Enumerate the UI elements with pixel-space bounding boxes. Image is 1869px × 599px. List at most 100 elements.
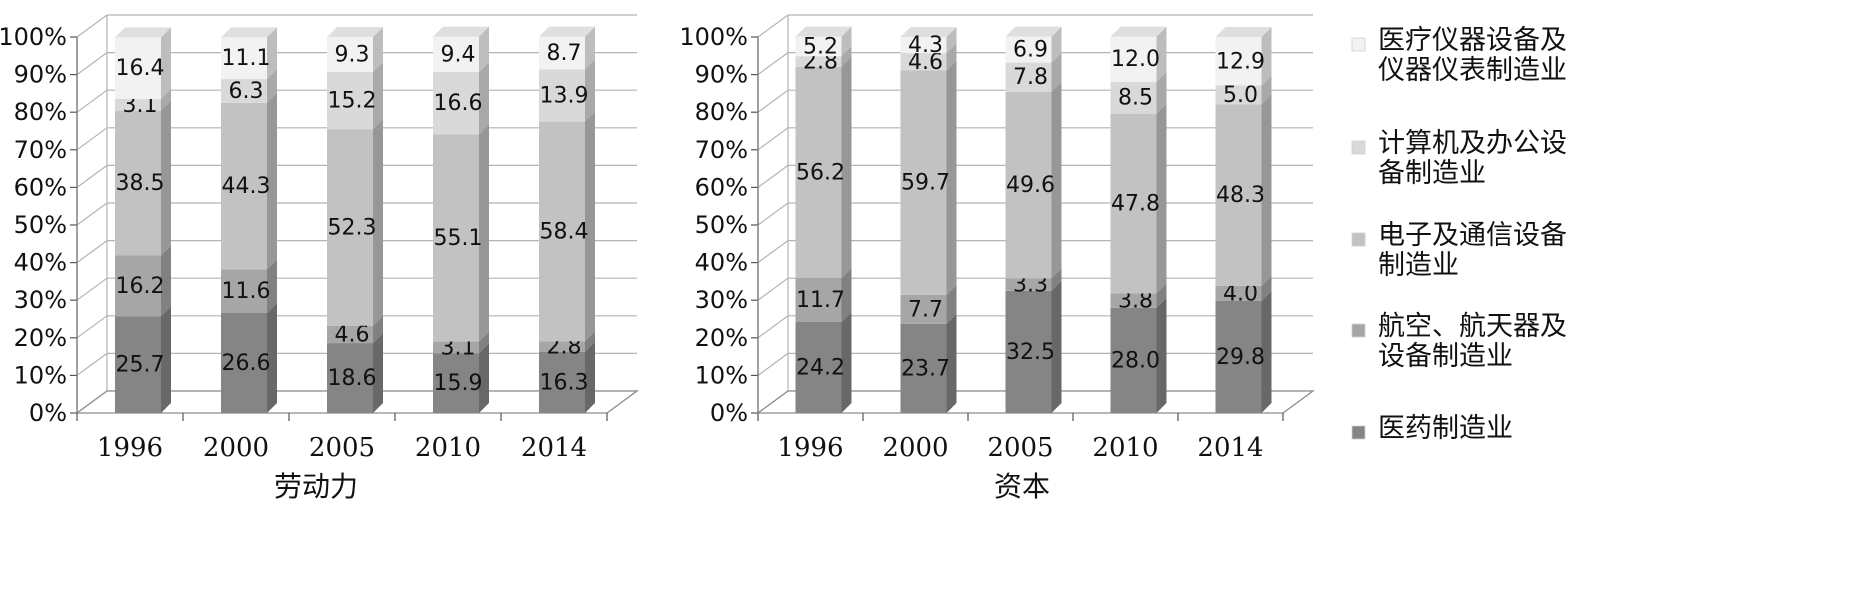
bar-front bbox=[1005, 91, 1052, 279]
data-label: 4.6 bbox=[908, 50, 943, 75]
bar-front bbox=[1215, 85, 1262, 105]
bar-segment bbox=[539, 26, 595, 70]
bar-front bbox=[221, 37, 267, 80]
bar-segment bbox=[433, 124, 489, 342]
bar-front bbox=[115, 255, 161, 317]
legend-label: 医药制造业 bbox=[1378, 413, 1513, 444]
data-label: 11.6 bbox=[222, 279, 271, 304]
data-label: 59.7 bbox=[901, 171, 950, 196]
side-gridline bbox=[757, 89, 789, 113]
legend-swatch bbox=[1351, 232, 1366, 247]
bar-front bbox=[900, 70, 947, 295]
x-tick-label: 2014 bbox=[521, 433, 587, 463]
bar-segment bbox=[1005, 81, 1062, 279]
data-label: 12.0 bbox=[1111, 47, 1160, 72]
bar-segment bbox=[1005, 268, 1062, 291]
side-gridline bbox=[76, 164, 108, 188]
chart-1: 0% 10% 20% 30% 40% 50% 60% 70% 80% 90% 100% 25.7 16.… bbox=[0, 14, 639, 503]
bar-side bbox=[841, 268, 852, 323]
bar-side bbox=[373, 315, 383, 344]
bar-side bbox=[373, 119, 383, 326]
bar-segment bbox=[115, 306, 171, 413]
legend-label: 航空、航天器及 bbox=[1378, 311, 1567, 342]
y-tick-label: 30% bbox=[695, 286, 748, 314]
bar-segment bbox=[1110, 283, 1167, 308]
data-label: 38.5 bbox=[116, 171, 165, 196]
side-gridline bbox=[76, 277, 108, 301]
y-tick-label: 0% bbox=[29, 399, 67, 427]
bar-front bbox=[221, 312, 267, 413]
bar-side bbox=[1156, 283, 1167, 308]
bar-front bbox=[221, 269, 267, 313]
bar-side bbox=[373, 61, 383, 130]
y-tick-label: 40% bbox=[14, 249, 67, 277]
data-label: 13.9 bbox=[540, 83, 589, 108]
bar-side bbox=[373, 27, 383, 72]
bar-side bbox=[161, 245, 171, 317]
data-label: 11.7 bbox=[796, 288, 845, 313]
side-gridline bbox=[76, 52, 108, 76]
bar-side bbox=[585, 26, 595, 70]
data-label: 56.2 bbox=[796, 160, 845, 185]
bar-front bbox=[795, 56, 842, 67]
bar-top bbox=[1215, 27, 1272, 37]
y-tick-label: 40% bbox=[695, 249, 748, 277]
bar-side bbox=[1261, 27, 1272, 86]
bar-side bbox=[267, 302, 277, 413]
bar-side bbox=[161, 100, 171, 256]
x-tick-label: 2000 bbox=[203, 433, 269, 463]
bar-front bbox=[1215, 300, 1262, 413]
bar-front bbox=[221, 102, 267, 270]
bar-segment bbox=[221, 259, 277, 313]
x-tick-label: 2000 bbox=[882, 433, 948, 463]
bar-segment bbox=[1110, 26, 1167, 82]
bar-segment bbox=[1215, 275, 1272, 301]
x-tick-label: 1996 bbox=[777, 433, 843, 463]
data-label: 11.1 bbox=[222, 46, 271, 71]
legend-label: 设备制造业 bbox=[1378, 341, 1513, 372]
data-label: 7.8 bbox=[1013, 65, 1048, 90]
bar-side bbox=[585, 341, 595, 413]
bar-side bbox=[1051, 268, 1062, 291]
side-gridline bbox=[757, 315, 789, 339]
bar-segment bbox=[1110, 103, 1167, 294]
bar-segment bbox=[1005, 26, 1062, 63]
bar-front bbox=[327, 325, 373, 344]
bar-front bbox=[433, 36, 479, 72]
bar-side bbox=[1051, 81, 1062, 279]
bar-front bbox=[539, 351, 585, 413]
bar-segment bbox=[433, 26, 489, 72]
bar-front bbox=[327, 129, 373, 326]
legend-label: 计算机及办公设 bbox=[1378, 128, 1567, 159]
y-tick-label: 10% bbox=[14, 361, 67, 389]
bar-segment bbox=[1005, 280, 1062, 413]
data-label: 8.7 bbox=[547, 41, 582, 66]
data-label: 26.6 bbox=[222, 351, 271, 376]
bar-segment bbox=[1215, 290, 1272, 413]
bar-front bbox=[900, 323, 947, 413]
bar-side bbox=[946, 43, 957, 71]
y-tick-label: 50% bbox=[14, 211, 67, 239]
data-label: 24.2 bbox=[796, 356, 845, 381]
bar-side bbox=[267, 27, 277, 80]
bar-front bbox=[1110, 36, 1157, 82]
data-label: 15.2 bbox=[328, 89, 377, 114]
bar-segment bbox=[900, 284, 957, 324]
y-tick-label: 100% bbox=[679, 23, 748, 51]
bar-segment bbox=[1110, 71, 1167, 114]
side-gridline bbox=[757, 240, 789, 264]
bar-side bbox=[1261, 275, 1272, 301]
bar-front bbox=[433, 134, 479, 342]
y-tick-label: 80% bbox=[14, 98, 67, 126]
y-tick-label: 30% bbox=[14, 286, 67, 314]
y-tick-label: 100% bbox=[0, 23, 67, 51]
bar-side bbox=[585, 111, 595, 342]
bar-side bbox=[267, 69, 277, 103]
bar-side bbox=[161, 89, 171, 111]
y-tick-label: 20% bbox=[14, 324, 67, 352]
data-label: 15.9 bbox=[434, 371, 483, 396]
bar-front bbox=[327, 37, 373, 72]
bar-side bbox=[1051, 52, 1062, 92]
y-tick-label: 0% bbox=[710, 399, 748, 427]
